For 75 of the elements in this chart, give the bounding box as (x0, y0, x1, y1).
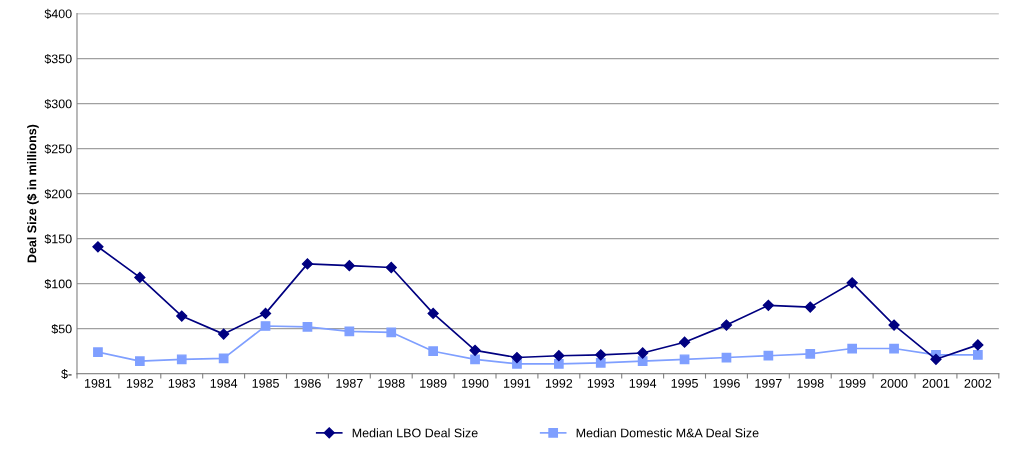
x-tick-label: 1999 (839, 378, 866, 388)
y-axis-title: Deal Size ($ in millions) (26, 124, 39, 263)
point (763, 350, 774, 361)
point (134, 356, 145, 366)
point (469, 344, 481, 356)
point (637, 356, 648, 366)
x-tick-label: 1998 (797, 378, 824, 388)
y-tick-label: $350 (44, 53, 72, 64)
x-tick-label: 2001 (922, 378, 950, 388)
point (847, 343, 858, 354)
point (972, 339, 984, 351)
x-tick-label: 1989 (420, 378, 447, 388)
point (134, 271, 146, 283)
point (762, 299, 774, 311)
point (176, 354, 187, 365)
point (218, 328, 230, 340)
point (344, 326, 355, 337)
x-tick-label: 2000 (880, 378, 908, 388)
point (595, 349, 607, 361)
point (427, 307, 439, 320)
point (553, 358, 564, 369)
point (428, 346, 439, 357)
point (637, 347, 649, 359)
point (260, 321, 271, 331)
legend-label: Median LBO Deal Size (352, 428, 478, 438)
y-tick-label: $150 (44, 233, 72, 245)
point (301, 258, 314, 270)
point (176, 310, 188, 322)
point (678, 336, 691, 348)
point (595, 358, 606, 368)
x-tick-label: 1997 (755, 378, 782, 388)
x-tick-label: 2002 (964, 378, 992, 388)
point (92, 241, 104, 253)
point (930, 353, 942, 365)
x-tick-label: 1982 (126, 378, 154, 388)
y-tick-label: $100 (44, 278, 72, 290)
point (804, 301, 816, 313)
point (385, 261, 397, 274)
point (553, 350, 565, 362)
y-tick-label: $- (61, 369, 72, 380)
y-tick-label: $200 (44, 188, 72, 200)
point (720, 319, 733, 331)
legend-label: Median Domestic M&A Deal Size (576, 428, 759, 438)
point (679, 354, 690, 365)
x-tick-label: 1993 (587, 378, 615, 388)
point (973, 349, 983, 360)
point (343, 260, 355, 272)
x-tick-label: 1983 (168, 378, 196, 388)
y-tick-label: $400 (44, 8, 72, 19)
x-tick-label: 1990 (462, 378, 489, 388)
point (259, 307, 272, 320)
y-tick-label: $250 (44, 143, 72, 155)
point (386, 327, 397, 338)
x-tick-label: 1988 (378, 378, 405, 388)
point (511, 351, 523, 364)
point (470, 354, 480, 365)
point (805, 349, 816, 359)
y-tick-label: $50 (51, 323, 72, 335)
y-tick-label: $300 (44, 98, 72, 110)
point (218, 353, 229, 364)
x-tick-label: 1995 (671, 378, 698, 388)
point (302, 322, 313, 332)
x-tick-label: 1985 (252, 378, 279, 388)
point (846, 277, 858, 289)
x-tick-label: 1994 (629, 378, 657, 388)
x-tick-label: 1996 (713, 378, 740, 388)
x-tick-label: 1991 (504, 378, 531, 388)
point (889, 343, 899, 354)
x-tick-label: 1986 (294, 378, 321, 388)
x-tick-label: 1992 (545, 378, 573, 388)
x-tick-label: 1987 (336, 378, 363, 388)
x-tick-label: 1981 (84, 378, 112, 388)
point (888, 319, 900, 331)
x-tick-label: 1984 (210, 378, 238, 388)
point (93, 347, 103, 357)
